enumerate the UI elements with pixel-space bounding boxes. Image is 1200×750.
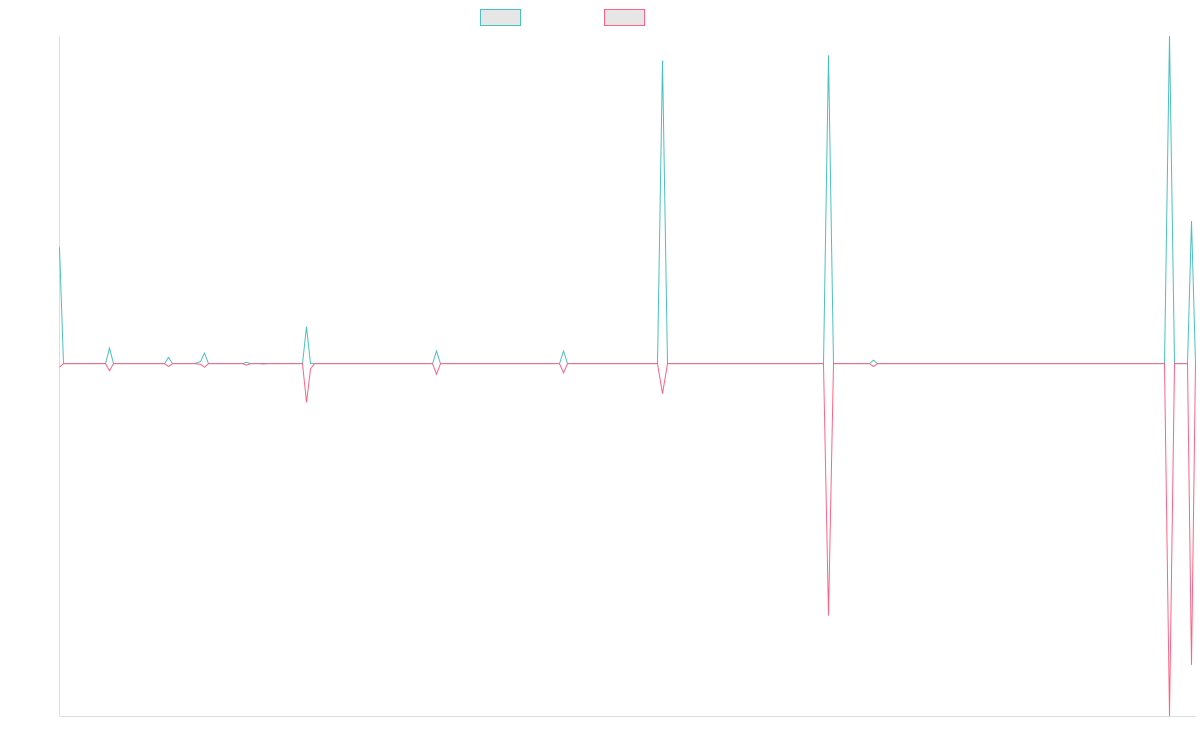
axes xyxy=(59,36,1196,717)
series-line-1[interactable] xyxy=(59,35,1196,365)
legend-swatch-series-2[interactable] xyxy=(604,9,645,26)
series-layer xyxy=(59,35,1196,717)
legend-swatch-series-1[interactable] xyxy=(480,9,521,26)
legend xyxy=(480,9,645,26)
series-line-2[interactable] xyxy=(59,363,1196,717)
